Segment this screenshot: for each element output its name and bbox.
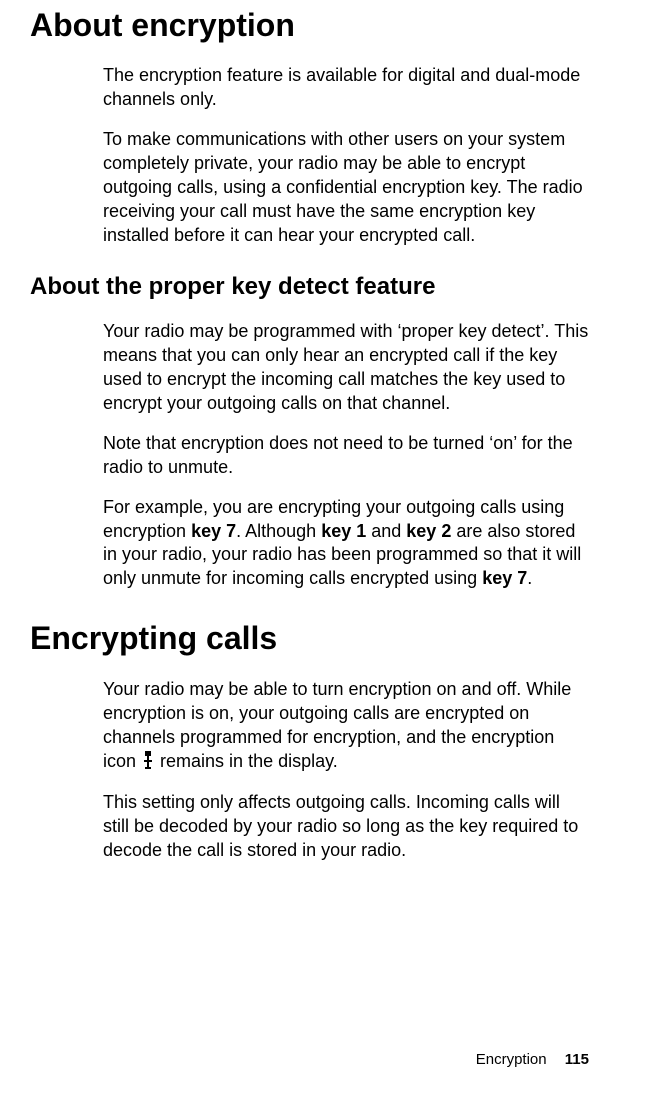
text-run: . bbox=[527, 568, 532, 588]
bold-key2: key 2 bbox=[406, 521, 451, 541]
bold-key7: key 7 bbox=[482, 568, 527, 588]
bold-key7: key 7 bbox=[191, 521, 236, 541]
paragraph: The encryption feature is available for … bbox=[103, 54, 589, 118]
paragraph: Your radio may be able to turn encryptio… bbox=[103, 668, 589, 782]
paragraph: For example, you are encrypting your out… bbox=[103, 486, 589, 598]
footer-section-name: Encryption bbox=[476, 1051, 547, 1068]
text-run: remains in the display. bbox=[155, 751, 338, 771]
paragraph: Note that encryption does not need to be… bbox=[103, 422, 589, 486]
section-encrypting-calls-body: Your radio may be able to turn encryptio… bbox=[30, 668, 589, 870]
heading-encrypting-calls: Encrypting calls bbox=[30, 597, 589, 667]
bold-key1: key 1 bbox=[321, 521, 366, 541]
text-run: and bbox=[366, 521, 406, 541]
document-page: About encryption The encryption feature … bbox=[0, 0, 649, 1116]
text-run: . Although bbox=[236, 521, 321, 541]
heading-about-encryption: About encryption bbox=[30, 0, 589, 54]
section-about-encryption-body: The encryption feature is available for … bbox=[30, 54, 589, 254]
encryption-icon bbox=[141, 751, 155, 776]
paragraph: This setting only affects outgoing calls… bbox=[103, 781, 589, 869]
footer-page-number: 115 bbox=[565, 1051, 589, 1068]
paragraph: To make communications with other users … bbox=[103, 118, 589, 254]
page-footer: Encryption 115 bbox=[476, 1051, 589, 1068]
paragraph: Your radio may be programmed with ‘prope… bbox=[103, 310, 589, 422]
heading-proper-key-detect: About the proper key detect feature bbox=[30, 254, 589, 310]
section-proper-key-detect-body: Your radio may be programmed with ‘prope… bbox=[30, 310, 589, 597]
